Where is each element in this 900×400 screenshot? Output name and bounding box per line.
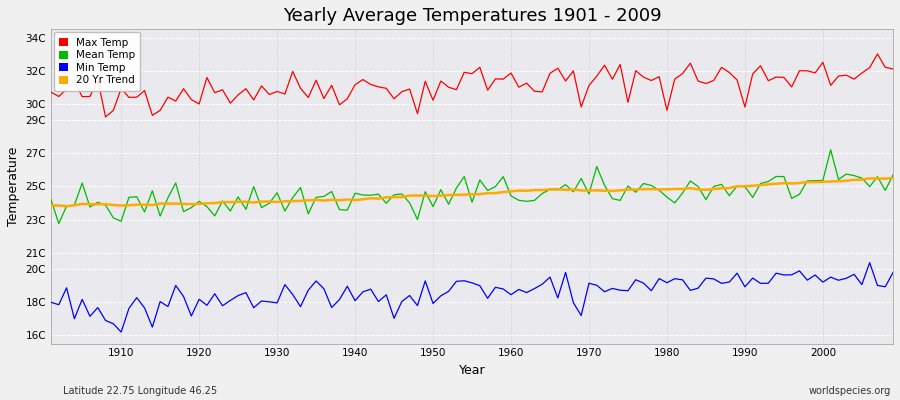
Legend: Max Temp, Mean Temp, Min Temp, 20 Yr Trend: Max Temp, Mean Temp, Min Temp, 20 Yr Tre… — [54, 32, 140, 91]
Title: Yearly Average Temperatures 1901 - 2009: Yearly Average Temperatures 1901 - 2009 — [283, 7, 662, 25]
Y-axis label: Temperature: Temperature — [7, 147, 20, 226]
Text: worldspecies.org: worldspecies.org — [809, 386, 891, 396]
X-axis label: Year: Year — [459, 364, 485, 377]
Text: Latitude 22.75 Longitude 46.25: Latitude 22.75 Longitude 46.25 — [63, 386, 217, 396]
